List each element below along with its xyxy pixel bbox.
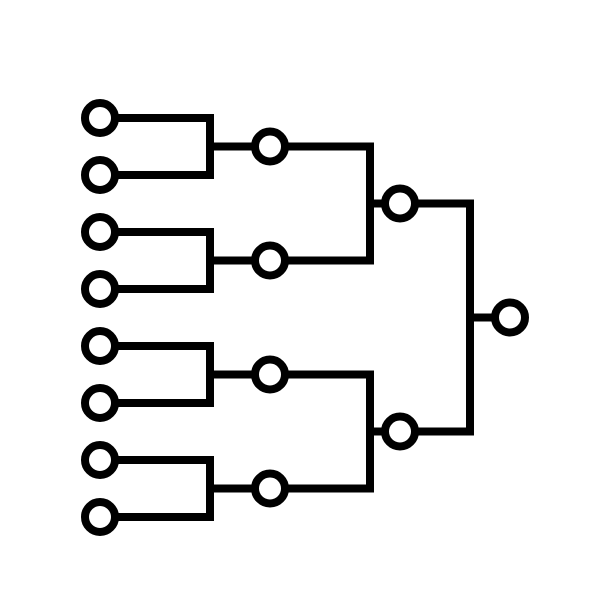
bracket-node-seed-3 — [85, 217, 115, 247]
bracket-node-r2-2 — [255, 246, 285, 276]
bracket-node-r2-3 — [255, 360, 285, 390]
bracket-pair-final — [415, 204, 470, 432]
bracket-connectors — [115, 118, 495, 517]
bracket-nodes — [85, 103, 525, 532]
bracket-node-seed-1 — [85, 103, 115, 133]
bracket-node-r3-1 — [385, 189, 415, 219]
bracket-pair-r3-2 — [285, 375, 370, 489]
bracket-node-seed-5 — [85, 331, 115, 361]
bracket-node-seed-7 — [85, 445, 115, 475]
bracket-node-seed-2 — [85, 160, 115, 190]
bracket-node-r2-1 — [255, 132, 285, 162]
bracket-node-seed-6 — [85, 388, 115, 418]
bracket-pair-r3-1 — [285, 147, 370, 261]
bracket-pair-r2-2 — [115, 232, 210, 289]
tournament-bracket-icon — [0, 0, 600, 600]
bracket-pair-r2-1 — [115, 118, 210, 175]
bracket-node-r2-4 — [255, 474, 285, 504]
bracket-node-seed-8 — [85, 502, 115, 532]
bracket-pair-r2-4 — [115, 460, 210, 517]
bracket-node-seed-4 — [85, 274, 115, 304]
bracket-node-r3-2 — [385, 417, 415, 447]
bracket-node-final — [495, 303, 525, 333]
bracket-pair-r2-3 — [115, 346, 210, 403]
